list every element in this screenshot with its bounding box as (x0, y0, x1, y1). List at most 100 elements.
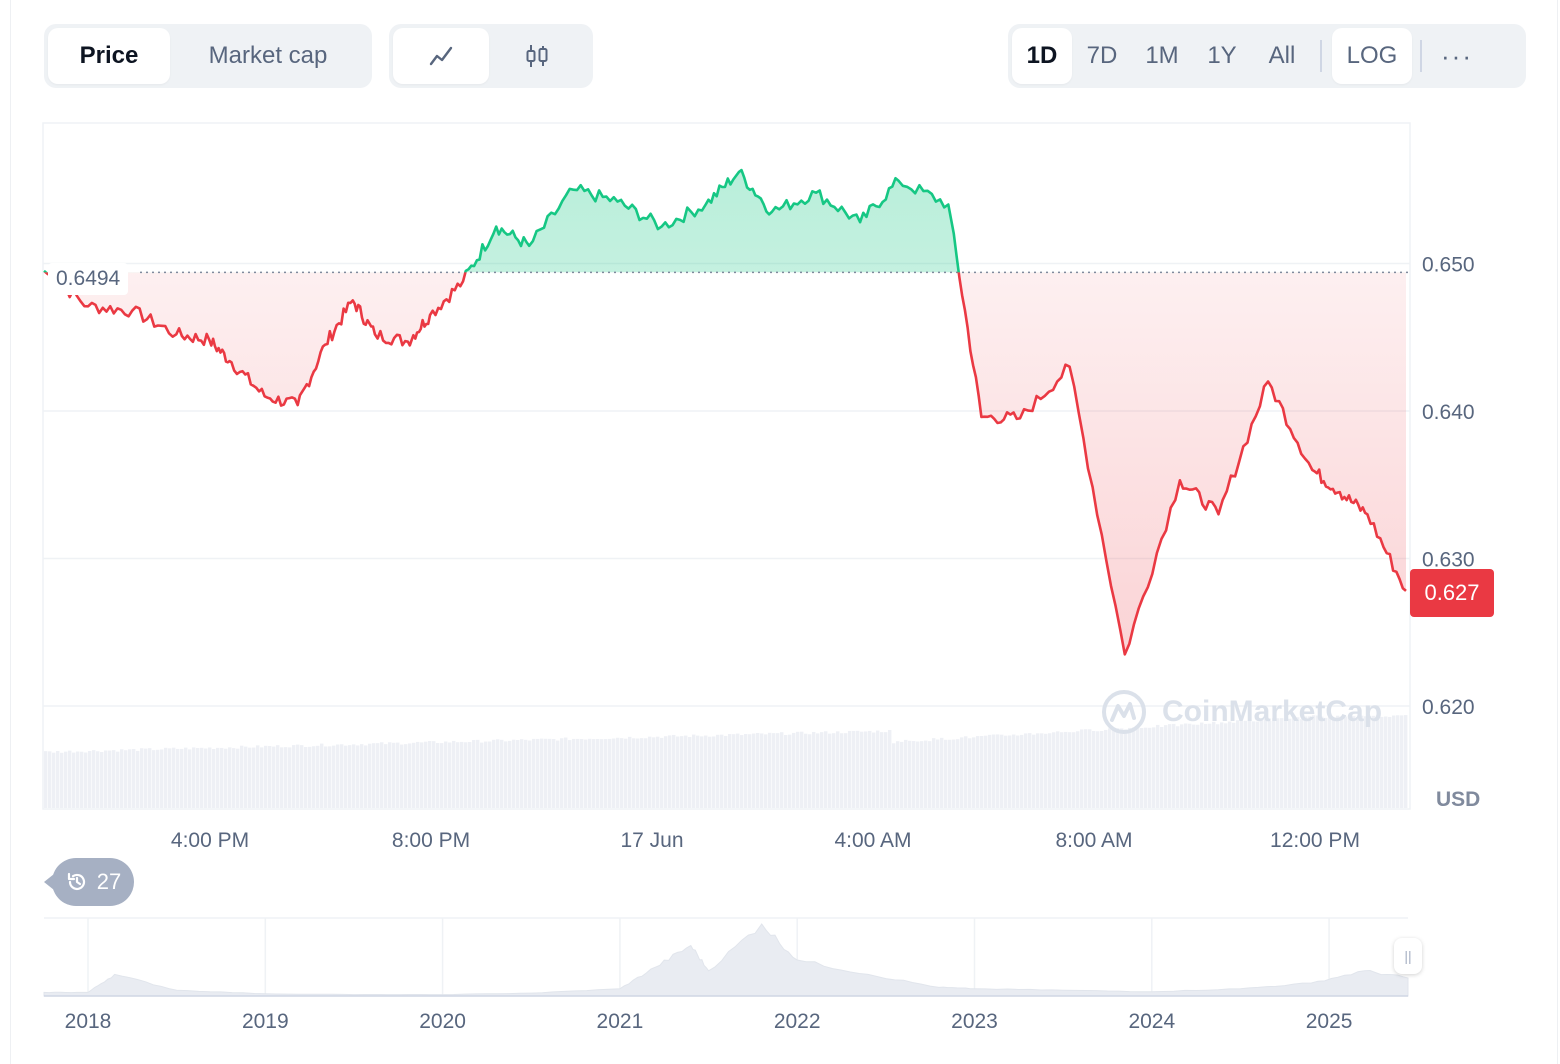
volume-bar (804, 733, 808, 808)
price-lines (43, 168, 1407, 656)
price-line-up (43, 168, 961, 273)
market-cap-tab[interactable]: Market cap (208, 42, 328, 69)
range-1y-button[interactable]: 1Y (1207, 42, 1237, 69)
volume-bar (992, 734, 996, 808)
volume-bar (984, 735, 988, 808)
volume-bar (1216, 724, 1220, 808)
volume-bar (508, 740, 512, 808)
price-tab[interactable]: Price (48, 28, 170, 84)
volume-bar (824, 731, 828, 808)
volume-bar (480, 742, 484, 808)
overview-year-label: 2021 (597, 1010, 644, 1033)
volume-bar (1104, 729, 1108, 808)
log-scale-button[interactable]: LOG (1332, 28, 1412, 84)
overview-year-label: 2022 (774, 1010, 821, 1033)
volume-bar (944, 739, 948, 808)
range-all-button[interactable]: All (1268, 42, 1296, 69)
volume-bar (464, 742, 468, 808)
volume-bar (904, 739, 908, 808)
volume-bar (884, 732, 888, 808)
volume-bar (304, 746, 308, 808)
volume-bar (1112, 729, 1116, 808)
candlestick-icon (526, 45, 548, 67)
overview-year-label: 2024 (1128, 1010, 1175, 1033)
above-reference-fill (44, 170, 1406, 273)
more-options-button[interactable]: ··· (1441, 40, 1473, 71)
coinmarketcap-logo-icon (1102, 690, 1146, 734)
range-7d-button[interactable]: 7D (1086, 42, 1118, 69)
volume-bar (504, 741, 508, 808)
volume-bar (892, 743, 896, 808)
volume-bar (64, 751, 68, 808)
area-fills (44, 170, 1406, 655)
volume-bar (748, 734, 752, 808)
volume-bar (1116, 728, 1120, 808)
volume-bar (788, 734, 792, 808)
volume-bar (56, 751, 60, 808)
volume-bar (328, 746, 332, 808)
volume-bar (1232, 722, 1236, 808)
volume-bar (124, 750, 128, 808)
volume-bar (76, 751, 80, 808)
y-tick-label: 0.650 (1422, 254, 1475, 277)
volume-bar (196, 747, 200, 808)
volume-bar (1248, 720, 1252, 808)
candlestick-chart-button[interactable] (489, 28, 585, 84)
volume-bar (1308, 716, 1312, 808)
volume-bar (424, 741, 428, 808)
range-1m-button[interactable]: 1M (1145, 42, 1179, 69)
volume-bar (160, 749, 164, 808)
volume-bar (1276, 718, 1280, 808)
volume-bar (208, 747, 212, 808)
volume-bar (1176, 726, 1180, 808)
volume-bar (1360, 715, 1364, 808)
volume-bar (1192, 724, 1196, 808)
volume-bar (1080, 729, 1084, 808)
volume-bar (380, 742, 384, 808)
volume-bar (1096, 731, 1100, 808)
volume-bar (1068, 732, 1072, 808)
volume-bar (392, 742, 396, 808)
volume-bar (456, 742, 460, 808)
volume-bar (516, 740, 520, 808)
volume-bar (284, 747, 288, 808)
x-tick-label: 8:00 AM (1055, 829, 1132, 852)
line-chart-button[interactable] (393, 28, 489, 84)
x-tick-label: 17 Jun (620, 829, 683, 852)
history-badge[interactable]: 27 (44, 858, 134, 906)
range-1d-button[interactable]: 1D (1012, 28, 1072, 84)
volume-bar (744, 734, 748, 808)
volume-bar (400, 744, 404, 808)
volume-bar (852, 730, 856, 808)
volume-bar (280, 747, 284, 808)
volume-bar (676, 736, 680, 808)
volume-bar (128, 749, 132, 808)
volume-bar (1240, 720, 1244, 808)
volume-bar (1376, 715, 1380, 808)
volume-bar (580, 738, 584, 808)
volume-bar (1384, 716, 1388, 808)
volume-bar (924, 740, 928, 808)
volume-bar (224, 748, 228, 808)
volume-bar (1220, 722, 1224, 808)
volume-bar (256, 745, 260, 808)
volume-bar (920, 741, 924, 808)
overview-chart[interactable]: 2018 2019 2020 2021 2022 2023 2024 2025 (43, 917, 1409, 1033)
volume-bar (260, 747, 264, 808)
volume-bar (640, 738, 644, 808)
volume-bar (476, 739, 480, 808)
volume-bar (252, 747, 256, 808)
volume-bar (496, 739, 500, 808)
volume-bar (272, 746, 276, 808)
overview-range-handle[interactable]: || (1394, 938, 1422, 974)
volume-bar (648, 736, 652, 808)
volume-bar (552, 739, 556, 808)
volume-bar (792, 732, 796, 808)
volume-bar (1388, 716, 1392, 808)
volume-bar (448, 742, 452, 808)
volume-bar (524, 739, 528, 808)
plot-area (42, 122, 1411, 810)
volume-bar (1036, 733, 1040, 808)
volume-bar (740, 735, 744, 808)
